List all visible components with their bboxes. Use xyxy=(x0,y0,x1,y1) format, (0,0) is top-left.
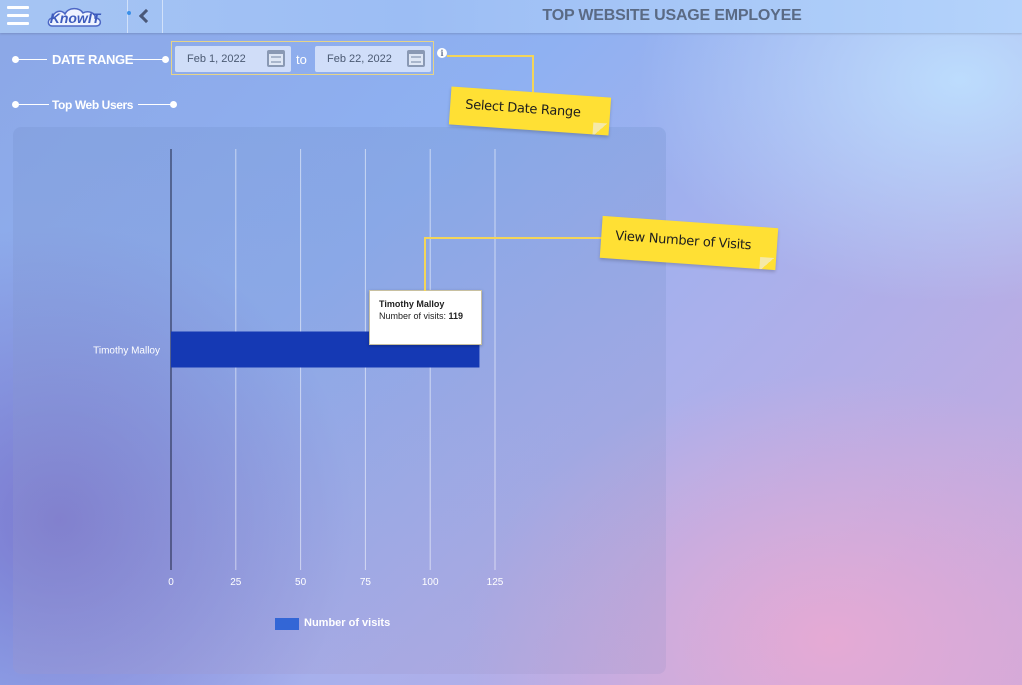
page-curl-icon xyxy=(759,257,777,271)
end-date-field[interactable]: Feb 22, 2022 xyxy=(315,46,431,72)
info-icon[interactable]: i xyxy=(437,48,447,58)
x-tick-label: 50 xyxy=(295,577,307,588)
x-tick-label: 100 xyxy=(422,577,439,588)
end-date-value: Feb 22, 2022 xyxy=(327,53,392,65)
tooltip-label: Number of visits: xyxy=(379,311,447,321)
tooltip-name: Timothy Malloy xyxy=(379,299,445,309)
to-label: to xyxy=(296,52,307,67)
section-line xyxy=(138,104,172,105)
chart-panel xyxy=(13,127,666,674)
x-tick-label: 25 xyxy=(230,577,242,588)
section-dot xyxy=(12,56,19,63)
tooltip-value: 119 xyxy=(448,311,464,321)
menu-icon[interactable] xyxy=(7,6,29,26)
start-date-value: Feb 1, 2022 xyxy=(187,53,246,65)
section-dot xyxy=(170,101,177,108)
x-tick-label: 0 xyxy=(168,577,174,588)
note-text: View Number of Visits xyxy=(614,228,752,254)
page-curl-icon xyxy=(592,122,610,136)
section-line xyxy=(17,59,47,60)
note-text: Select Date Range xyxy=(464,97,582,121)
legend-label: Number of visits xyxy=(304,617,391,629)
note-connector xyxy=(447,55,534,57)
calendar-icon[interactable] xyxy=(407,50,425,67)
top-web-users-label: Top Web Users xyxy=(52,98,134,112)
start-date-field[interactable]: Feb 1, 2022 xyxy=(175,46,291,72)
legend-swatch xyxy=(275,618,299,630)
knowit-logo[interactable]: KnowIT xyxy=(46,4,104,30)
section-line xyxy=(131,59,165,60)
section-dot xyxy=(12,101,19,108)
note-connector xyxy=(532,55,534,93)
collapse-sidebar-button[interactable] xyxy=(127,0,163,33)
logo-text: KnowIT xyxy=(49,10,101,26)
x-tick-label: 75 xyxy=(360,577,372,588)
note-connector xyxy=(424,237,604,239)
status-dot xyxy=(127,11,131,15)
page-title: TOP WEBSITE USAGE EMPLOYEE xyxy=(542,7,802,24)
top-bar: KnowIT TOP WEBSITE USAGE EMPLOYEE xyxy=(0,0,1022,33)
y-category-label: Timothy Malloy xyxy=(93,346,160,357)
section-dot xyxy=(162,56,169,63)
calendar-icon[interactable] xyxy=(267,50,285,67)
x-tick-label: 125 xyxy=(487,577,504,588)
chart-tooltip: Timothy Malloy Number of visits: 119 xyxy=(369,290,482,345)
date-range-picker: Feb 1, 2022 to Feb 22, 2022 xyxy=(171,41,434,75)
note-connector xyxy=(424,237,426,291)
section-line xyxy=(17,104,49,105)
date-range-label: DATE RANGE xyxy=(52,52,133,67)
